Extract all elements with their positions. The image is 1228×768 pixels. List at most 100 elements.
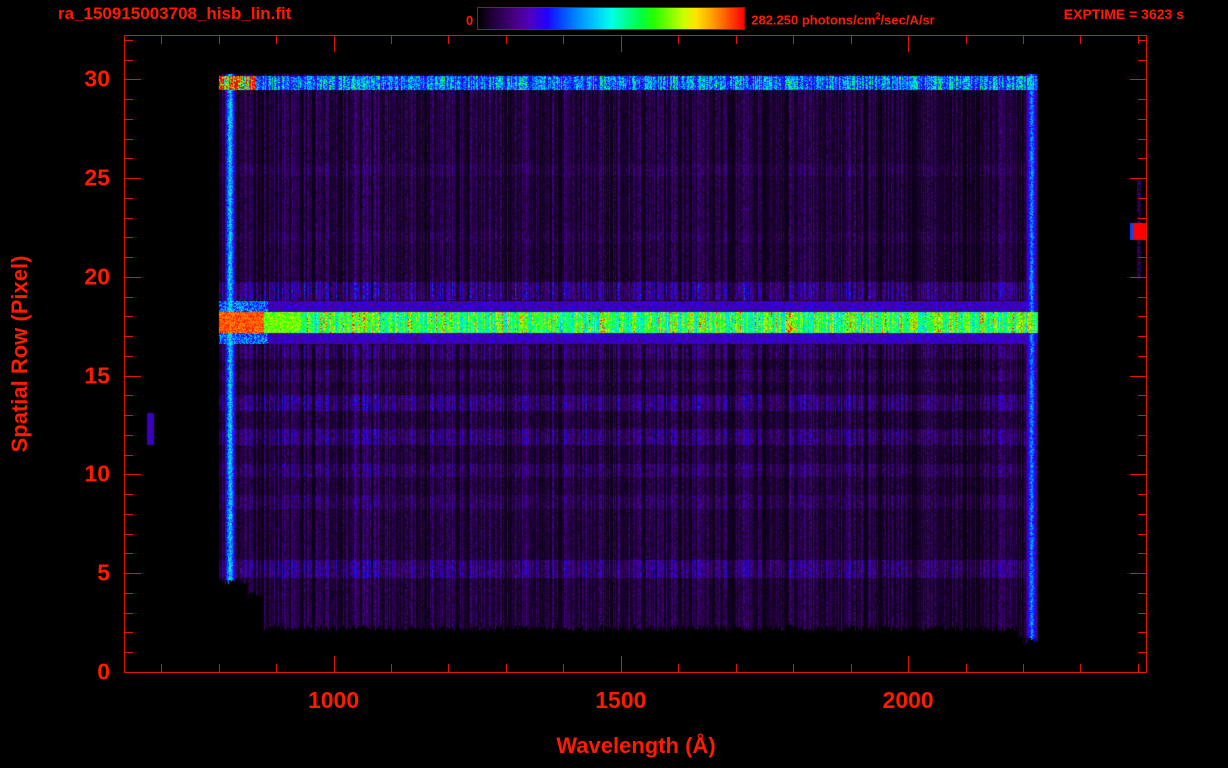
y-minor-tick bbox=[124, 455, 133, 456]
x-minor-tick bbox=[506, 664, 507, 673]
x-minor-tick bbox=[448, 664, 449, 673]
y-minor-tick-right bbox=[1138, 218, 1147, 219]
y-major-tick bbox=[124, 474, 141, 475]
y-minor-tick-right bbox=[1138, 553, 1147, 554]
x-minor-tick-top bbox=[391, 35, 392, 44]
y-minor-tick bbox=[124, 139, 133, 140]
y-minor-tick bbox=[124, 198, 133, 199]
y-minor-tick bbox=[124, 534, 133, 535]
x-minor-tick-top bbox=[1080, 35, 1081, 44]
x-major-tick-top bbox=[908, 35, 909, 52]
y-minor-tick bbox=[124, 237, 133, 238]
x-minor-tick bbox=[563, 664, 564, 673]
x-minor-tick bbox=[391, 664, 392, 673]
y-axis-title: Spatial Row (Pixel) bbox=[7, 255, 32, 453]
y-minor-tick bbox=[124, 99, 133, 100]
x-minor-tick-top bbox=[161, 35, 162, 44]
x-minor-tick bbox=[736, 664, 737, 673]
y-minor-tick-right bbox=[1138, 237, 1147, 238]
y-minor-tick bbox=[124, 632, 133, 633]
x-minor-tick-top bbox=[678, 35, 679, 44]
x-minor-tick bbox=[793, 664, 794, 673]
y-minor-tick bbox=[124, 415, 133, 416]
y-minor-tick bbox=[124, 158, 133, 159]
colorbar: 0 282.250 photons/cm2/sec/A/sr bbox=[466, 5, 935, 31]
y-minor-tick-right bbox=[1138, 455, 1147, 456]
x-minor-tick bbox=[161, 664, 162, 673]
exptime-label: EXPTIME = 3623 s bbox=[1063, 6, 1184, 22]
x-minor-tick-top bbox=[1138, 35, 1139, 44]
y-minor-tick bbox=[124, 119, 133, 120]
y-tick-label: 30 bbox=[84, 65, 110, 92]
y-minor-tick bbox=[124, 652, 133, 653]
spectral-heatmap-canvas bbox=[125, 36, 1146, 672]
y-tick-label: 0 bbox=[97, 658, 110, 685]
y-minor-tick bbox=[124, 613, 133, 614]
x-minor-tick-top bbox=[563, 35, 564, 44]
y-minor-tick-right bbox=[1138, 198, 1147, 199]
y-major-tick bbox=[124, 178, 141, 179]
page-title: ra_150915003708_hisb_lin.fit bbox=[58, 4, 292, 23]
x-minor-tick bbox=[1023, 664, 1024, 673]
x-major-tick bbox=[334, 656, 335, 673]
x-minor-tick-top bbox=[736, 35, 737, 44]
x-minor-tick-top bbox=[793, 35, 794, 44]
x-major-tick-top bbox=[621, 35, 622, 52]
y-minor-tick-right bbox=[1138, 534, 1147, 535]
y-tick-label: 25 bbox=[84, 164, 110, 191]
y-tick-label: 20 bbox=[84, 263, 110, 290]
y-minor-tick-right bbox=[1138, 395, 1147, 396]
x-minor-tick bbox=[966, 664, 967, 673]
colorbar-min-label: 0 bbox=[466, 12, 474, 28]
y-minor-tick bbox=[124, 435, 133, 436]
x-minor-tick-top bbox=[851, 35, 852, 44]
y-minor-tick-right bbox=[1138, 158, 1147, 159]
colorbar-units-prefix: 282.250 photons/cm bbox=[751, 12, 876, 28]
plot-frame bbox=[124, 35, 1147, 673]
y-minor-tick bbox=[124, 336, 133, 337]
x-minor-tick bbox=[1138, 664, 1139, 673]
x-minor-tick bbox=[851, 664, 852, 673]
y-minor-tick bbox=[124, 40, 133, 41]
x-minor-tick-top bbox=[506, 35, 507, 44]
x-major-tick-top bbox=[334, 35, 335, 52]
colorbar-units-suffix: /sec/A/sr bbox=[880, 12, 935, 28]
x-minor-tick bbox=[276, 664, 277, 673]
y-minor-tick-right bbox=[1138, 40, 1147, 41]
x-major-tick bbox=[621, 656, 622, 673]
x-tick-label: 1500 bbox=[595, 687, 647, 713]
y-minor-tick-right bbox=[1138, 316, 1147, 317]
colorbar-gradient bbox=[477, 6, 746, 30]
x-minor-tick-top bbox=[966, 35, 967, 44]
colorbar-max-label: 282.250 photons/cm2/sec/A/sr bbox=[751, 9, 935, 28]
y-minor-tick bbox=[124, 494, 133, 495]
y-major-tick-right bbox=[1130, 672, 1147, 673]
y-major-tick-right bbox=[1130, 376, 1147, 377]
x-minor-tick-top bbox=[276, 35, 277, 44]
x-tick-label: 1000 bbox=[307, 687, 360, 713]
x-minor-tick-top bbox=[448, 35, 449, 44]
y-major-tick-right bbox=[1130, 573, 1147, 574]
x-minor-tick-top bbox=[219, 35, 220, 44]
y-major-tick bbox=[124, 376, 141, 377]
y-minor-tick-right bbox=[1138, 60, 1147, 61]
y-minor-tick bbox=[124, 514, 133, 515]
y-major-tick bbox=[124, 79, 141, 80]
y-minor-tick-right bbox=[1138, 652, 1147, 653]
y-tick-label: 15 bbox=[84, 362, 110, 389]
x-minor-tick-top bbox=[1023, 35, 1024, 44]
y-minor-tick bbox=[124, 356, 133, 357]
y-major-tick bbox=[124, 277, 141, 278]
x-minor-tick bbox=[1080, 664, 1081, 673]
y-minor-tick bbox=[124, 257, 133, 258]
y-minor-tick bbox=[124, 218, 133, 219]
y-major-tick-right bbox=[1130, 79, 1147, 80]
y-minor-tick bbox=[124, 553, 133, 554]
y-tick-label: 10 bbox=[84, 460, 110, 487]
y-minor-tick-right bbox=[1138, 613, 1147, 614]
y-minor-tick bbox=[124, 316, 133, 317]
y-minor-tick-right bbox=[1138, 297, 1147, 298]
x-minor-tick bbox=[678, 664, 679, 673]
y-minor-tick bbox=[124, 395, 133, 396]
y-minor-tick-right bbox=[1138, 494, 1147, 495]
